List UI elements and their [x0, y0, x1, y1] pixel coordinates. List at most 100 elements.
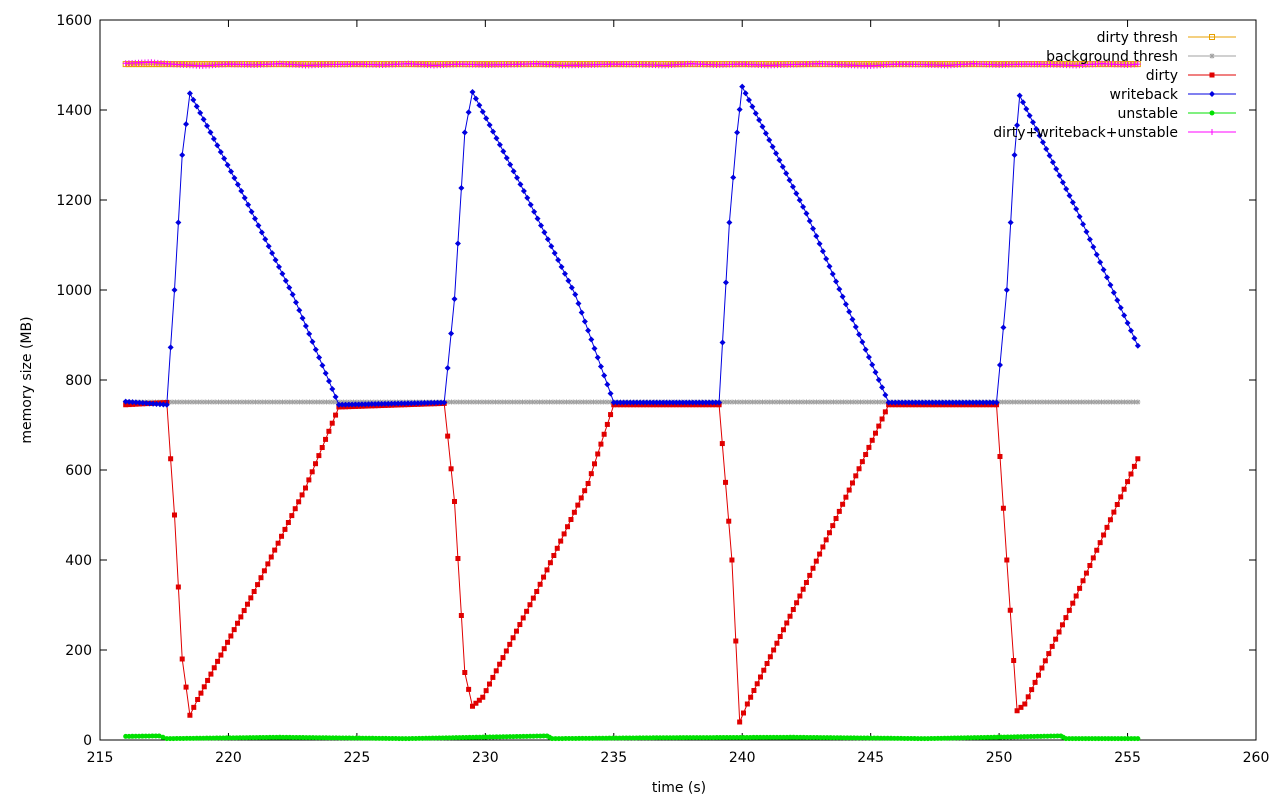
data-point	[544, 236, 551, 243]
data-point	[842, 301, 849, 308]
data-point	[217, 148, 224, 155]
data-point	[179, 399, 185, 405]
data-point	[872, 430, 878, 436]
data-point	[1086, 236, 1093, 243]
data-point	[489, 399, 495, 405]
data-point	[160, 734, 166, 740]
data-point	[666, 399, 673, 406]
data-point	[872, 369, 879, 376]
data-point	[245, 201, 252, 208]
data-point	[150, 400, 157, 407]
data-point	[999, 399, 1005, 405]
data-point	[741, 710, 747, 716]
data-point	[766, 137, 773, 144]
data-point	[568, 284, 575, 291]
data-point	[182, 399, 188, 405]
data-point	[830, 523, 836, 529]
data-point	[1014, 122, 1021, 129]
data-point	[813, 233, 820, 240]
data-point	[266, 399, 272, 405]
data-point	[1025, 694, 1031, 700]
data-point	[316, 453, 322, 459]
data-point	[899, 399, 906, 406]
data-point	[1099, 399, 1104, 405]
data-point	[1026, 112, 1033, 119]
data-point	[186, 90, 193, 97]
data-point	[706, 399, 713, 406]
data-point	[434, 399, 441, 406]
data-point	[303, 399, 309, 405]
y-tick-label: 0	[83, 733, 92, 749]
data-point	[1121, 486, 1127, 492]
data-point	[1131, 463, 1137, 469]
data-point	[437, 399, 444, 406]
data-point	[577, 399, 583, 405]
data-point	[132, 399, 139, 406]
data-point	[316, 61, 323, 68]
data-point	[986, 399, 993, 406]
legend-swatch-marker	[1209, 110, 1215, 116]
data-point	[424, 399, 431, 406]
y-tick-label: 1600	[56, 13, 92, 29]
data-point	[1131, 335, 1138, 342]
data-point	[956, 399, 963, 406]
data-point	[327, 399, 333, 405]
data-point	[570, 399, 576, 405]
data-point	[533, 399, 539, 405]
data-point	[405, 400, 412, 407]
data-point	[762, 130, 769, 137]
data-point	[255, 222, 262, 229]
data-point	[739, 399, 745, 405]
data-point	[448, 466, 454, 472]
data-point	[823, 537, 829, 543]
data-point	[849, 480, 855, 486]
data-point	[1082, 399, 1088, 405]
data-point	[345, 401, 352, 408]
data-point	[790, 399, 796, 405]
data-point	[766, 399, 772, 405]
data-point	[969, 399, 976, 406]
data-point	[568, 517, 574, 522]
data-point	[840, 61, 847, 68]
data-point	[826, 530, 832, 536]
data-point	[479, 399, 485, 405]
data-point	[199, 399, 205, 405]
data-point	[299, 315, 306, 322]
data-point	[523, 399, 529, 405]
data-point	[547, 399, 553, 405]
data-point	[587, 399, 593, 405]
data-point	[1072, 399, 1078, 405]
data-point	[976, 399, 983, 406]
data-point	[849, 316, 856, 323]
data-point	[520, 399, 526, 405]
data-point	[843, 494, 849, 500]
data-point	[547, 560, 553, 566]
data-point	[1011, 152, 1018, 158]
data-point	[1127, 327, 1134, 334]
data-point	[486, 122, 493, 128]
data-point	[774, 640, 780, 646]
data-point	[1097, 259, 1104, 266]
data-point	[458, 613, 464, 618]
data-point	[156, 401, 163, 408]
data-point	[702, 399, 709, 406]
data-point	[444, 365, 451, 371]
data-point	[816, 240, 823, 247]
data-point	[1046, 651, 1052, 657]
data-point	[262, 236, 269, 243]
data-point	[1059, 179, 1066, 186]
data-point	[746, 399, 752, 405]
data-point	[942, 399, 949, 406]
data-point	[730, 174, 737, 181]
data-point	[558, 263, 565, 270]
data-point	[461, 129, 468, 136]
data-point	[744, 701, 750, 707]
data-point	[766, 61, 773, 68]
data-point	[455, 399, 461, 405]
data-point	[241, 608, 247, 614]
data-point	[209, 399, 215, 405]
data-point	[202, 399, 208, 405]
data-point	[558, 538, 564, 544]
data-point	[290, 399, 296, 405]
data-point	[176, 399, 182, 405]
